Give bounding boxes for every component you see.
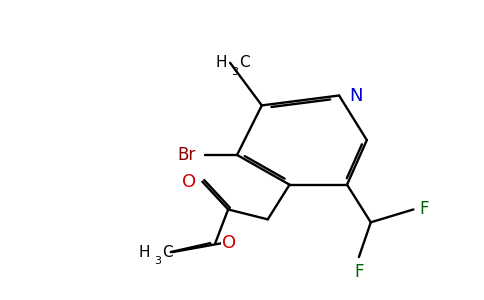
Text: O: O xyxy=(182,173,197,191)
Text: Br: Br xyxy=(177,146,196,164)
Text: 3: 3 xyxy=(231,67,238,77)
Text: C: C xyxy=(239,55,250,70)
Text: H: H xyxy=(216,55,227,70)
Text: N: N xyxy=(349,86,363,104)
Text: C: C xyxy=(162,244,172,260)
Text: 3: 3 xyxy=(154,256,161,266)
Text: F: F xyxy=(354,263,363,281)
Text: O: O xyxy=(222,234,236,252)
Text: H: H xyxy=(138,244,150,260)
Text: F: F xyxy=(419,200,429,218)
